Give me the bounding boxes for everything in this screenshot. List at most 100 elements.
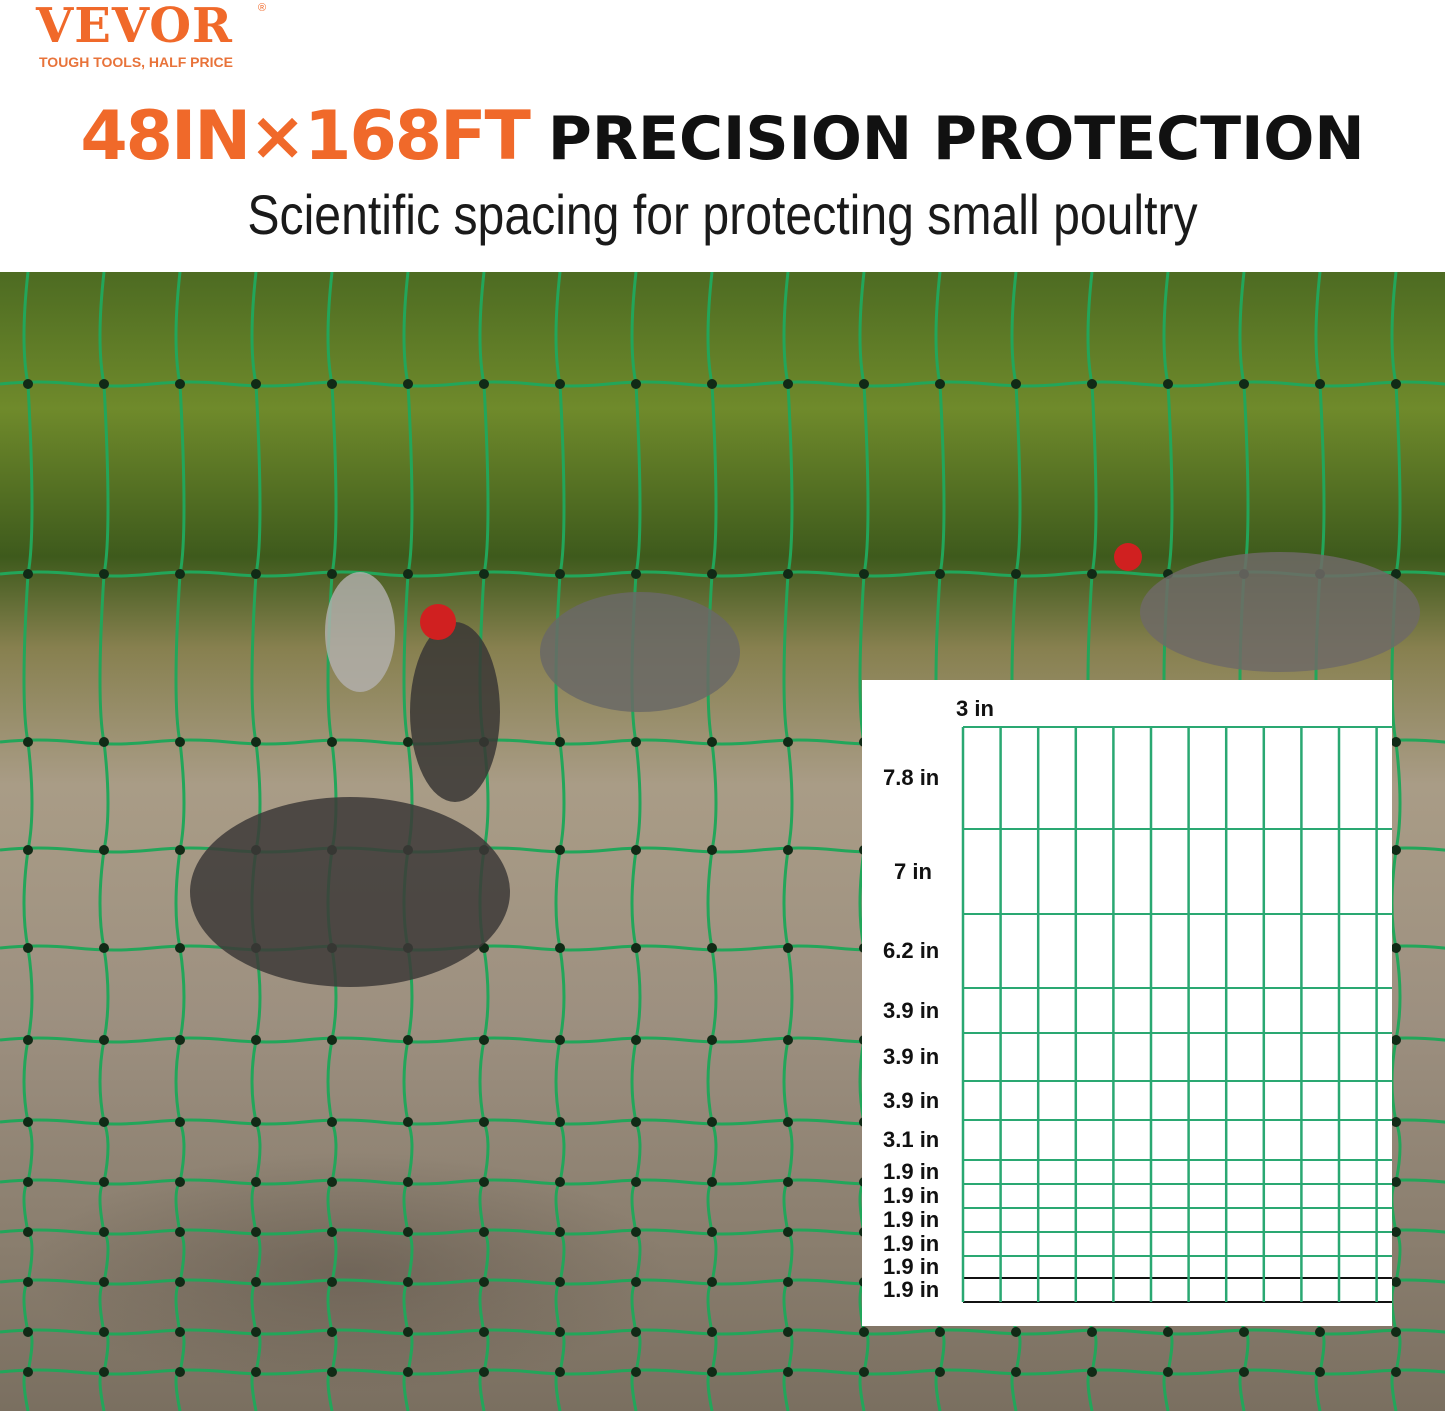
net-knot (327, 845, 337, 855)
net-knot (935, 569, 945, 579)
net-knot (1315, 569, 1325, 579)
net-knot (251, 943, 261, 953)
net-knot (631, 1327, 641, 1337)
net-knot (175, 737, 185, 747)
net-knot (327, 379, 337, 389)
net-knot (327, 1367, 337, 1377)
net-knot (23, 1327, 33, 1337)
row-spacing-label: 1.9 in (883, 1183, 940, 1208)
net-knot (631, 1367, 641, 1377)
net-knot (23, 1277, 33, 1287)
net-knot (251, 569, 261, 579)
net-knot (327, 737, 337, 747)
net-knot (251, 1035, 261, 1045)
row-spacing-label: 1.9 in (883, 1231, 940, 1256)
net-knot (251, 1177, 261, 1187)
net-knot (1239, 1367, 1249, 1377)
net-vertical-strand (250, 272, 262, 1411)
subheadline: Scientific spacing for protecting small … (247, 183, 1198, 246)
net-knot (175, 1117, 185, 1127)
net-knot (1391, 569, 1401, 579)
net-knot (403, 1117, 413, 1127)
net-knot (1391, 1177, 1401, 1187)
net-knot (23, 737, 33, 747)
net-knot (23, 1227, 33, 1237)
net-knot (403, 737, 413, 747)
net-knot (403, 1035, 413, 1045)
net-knot (175, 845, 185, 855)
net-knot (327, 1035, 337, 1045)
net-knot (23, 943, 33, 953)
net-knot (631, 1035, 641, 1045)
row-spacing-label: 3.1 in (883, 1127, 940, 1152)
net-knot (1391, 1035, 1401, 1045)
net-knot (99, 845, 109, 855)
net-knot (175, 1177, 185, 1187)
net-knot (251, 1367, 261, 1377)
headline-title: PRECISION PROTECTION (547, 104, 1365, 174)
net-knot (1391, 1227, 1401, 1237)
net-knot (1391, 1277, 1401, 1287)
net-vertical-strand (554, 272, 566, 1411)
net-knot (251, 737, 261, 747)
net-knot (403, 379, 413, 389)
net-knot (555, 1117, 565, 1127)
net-knot (99, 1117, 109, 1127)
net-knot (555, 737, 565, 747)
net-knot (479, 569, 489, 579)
mesh-grid (961, 726, 1392, 1303)
net-knot (783, 943, 793, 953)
net-horizontal-strand (0, 380, 1445, 388)
net-knot (555, 1277, 565, 1287)
row-spacing-label: 1.9 in (883, 1254, 940, 1279)
net-knot (783, 1117, 793, 1127)
net-knot (175, 1277, 185, 1287)
net-knot (1391, 1117, 1401, 1127)
row-spacing-label: 3.9 in (883, 1044, 940, 1069)
net-knot (1163, 569, 1173, 579)
net-horizontal-strand (0, 1328, 1445, 1336)
mesh-spacing-diagram: 3 in 7.8 in 7 in 6.2 in 3.9 in 3.9 in 3.9 in 3… (862, 680, 1392, 1326)
net-knot (327, 1327, 337, 1337)
net-knot (327, 1177, 337, 1187)
row-spacing-label: 1.9 in (883, 1207, 940, 1232)
net-vertical-strand (478, 272, 490, 1411)
net-knot (555, 569, 565, 579)
net-knot (1391, 1367, 1401, 1377)
net-knot (1163, 1367, 1173, 1377)
net-knot (327, 943, 337, 953)
net-knot (327, 569, 337, 579)
net-knot (707, 379, 717, 389)
header: VEVOR ® TOUGH TOOLS, HALF PRICE 48IN×168… (0, 0, 1445, 272)
net-knot (631, 1117, 641, 1127)
net-knot (23, 1367, 33, 1377)
net-vertical-strand (706, 272, 718, 1411)
net-knot (783, 379, 793, 389)
row-spacing-label: 7.8 in (883, 765, 940, 790)
net-knot (1163, 1327, 1173, 1337)
net-knot (251, 1117, 261, 1127)
net-knot (175, 1367, 185, 1377)
net-knot (631, 845, 641, 855)
net-horizontal-strand (0, 1368, 1445, 1376)
net-knot (935, 1367, 945, 1377)
net-knot (99, 1035, 109, 1045)
net-vertical-strand (1390, 272, 1402, 1411)
net-knot (251, 1277, 261, 1287)
net-knot (479, 379, 489, 389)
net-knot (1087, 379, 1097, 389)
net-knot (1163, 379, 1173, 389)
net-knot (23, 1177, 33, 1187)
net-knot (23, 845, 33, 855)
net-knot (707, 1367, 717, 1377)
net-knot (707, 569, 717, 579)
net-knot (99, 379, 109, 389)
net-knot (1391, 943, 1401, 953)
net-knot (783, 1227, 793, 1237)
net-knot (479, 1035, 489, 1045)
net-knot (479, 1117, 489, 1127)
net-knot (175, 1327, 185, 1337)
net-knot (327, 1117, 337, 1127)
net-knot (631, 737, 641, 747)
net-knot (1391, 1327, 1401, 1337)
